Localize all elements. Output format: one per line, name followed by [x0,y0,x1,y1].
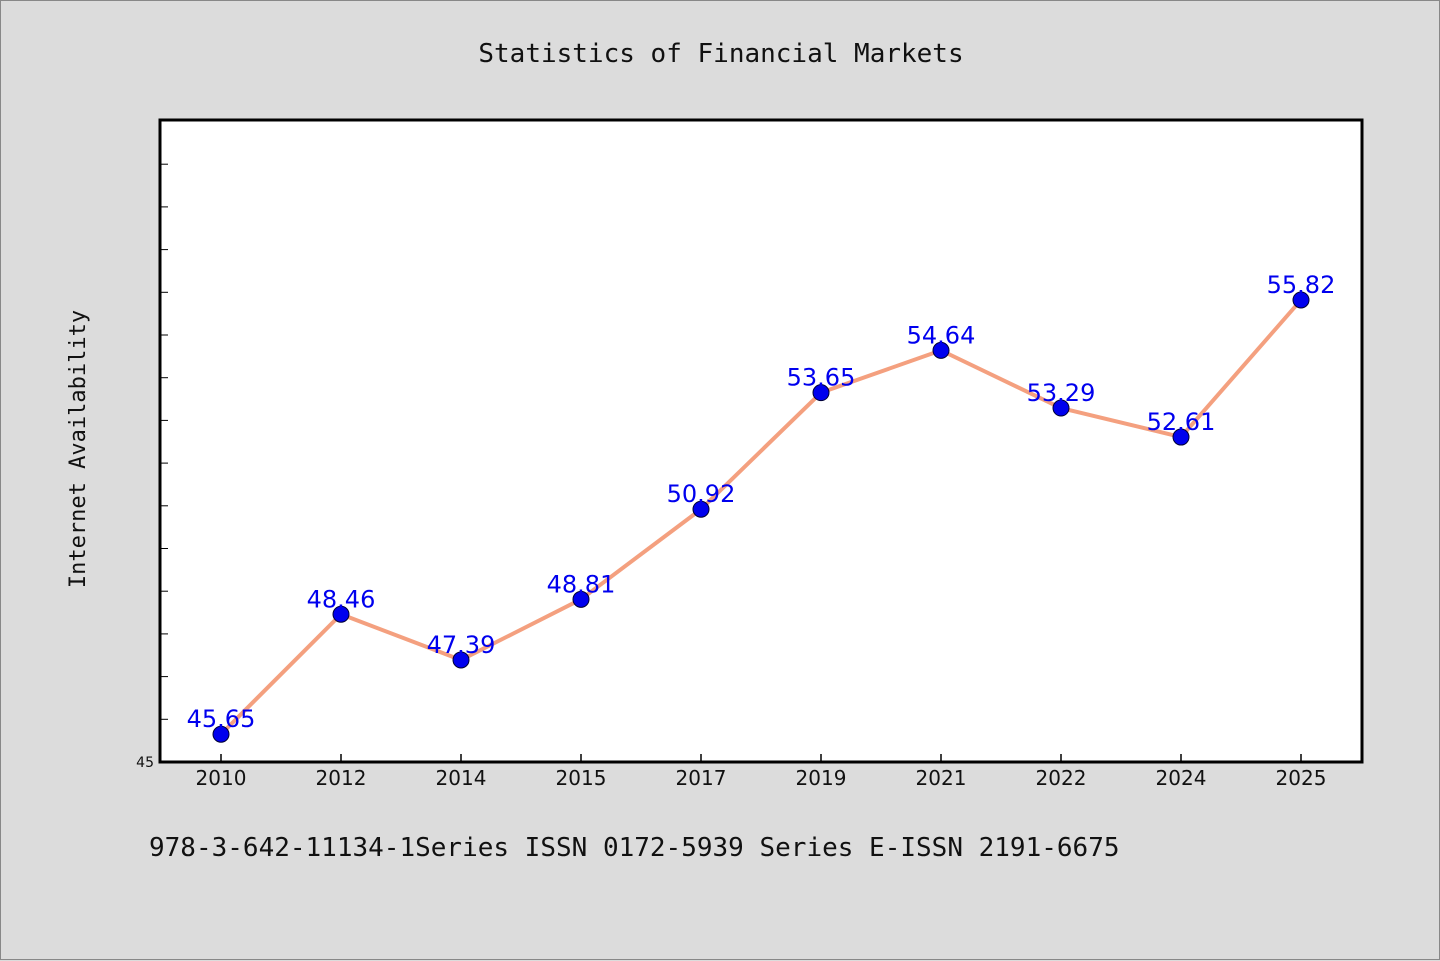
data-point [812,384,830,402]
x-tick-label: 2019 [796,766,847,790]
footer-note: 978-3-642-11134-1Series ISSN 0172-5939 S… [149,833,1120,863]
data-point [692,500,710,518]
x-tick-label: 2021 [916,766,967,790]
data-label: 53.29 [1027,379,1096,407]
data-label: 55.82 [1267,271,1336,299]
data-point [452,651,470,669]
plot-area [158,118,1364,764]
data-label: 53.65 [787,364,856,392]
y-axis-label: Internet Availability [66,310,91,588]
x-tick-label: 2017 [676,766,727,790]
series-line [219,298,1303,736]
data-point [1052,399,1070,417]
data-point [932,341,950,359]
data-label: 48.81 [547,570,616,598]
data-label: 47.39 [427,631,496,659]
series-markers [212,291,1310,743]
data-point [572,590,590,608]
data-label: 45.65 [187,705,256,733]
chart-title: Statistics of Financial Markets [478,39,963,69]
data-point [1172,428,1190,446]
data-label: 54.64 [907,321,976,349]
data-label: 48.46 [307,585,376,613]
x-tick-label: 2025 [1276,766,1327,790]
x-tick-label: 2022 [1036,766,1087,790]
data-point [212,725,230,743]
data-point [1292,291,1310,309]
data-labels: 45.65 48.46 47.39 48.81 50.92 53.65 54.64 53.29… [187,271,1336,733]
y-tick-label: 45 [136,755,154,771]
data-label: 52.61 [1147,408,1216,436]
x-tick-label: 2010 [196,766,247,790]
data-point [332,605,350,623]
x-tick-label: 2015 [556,766,607,790]
data-label: 50.92 [667,480,736,508]
x-tick-label: 2014 [436,766,487,790]
x-tick-label: 2012 [316,766,367,790]
x-tick-label: 2024 [1156,766,1207,790]
axis-ticks: 2010 2012 2014 2015 2017 2019 2021 2022 2024 2025… [136,163,1327,790]
